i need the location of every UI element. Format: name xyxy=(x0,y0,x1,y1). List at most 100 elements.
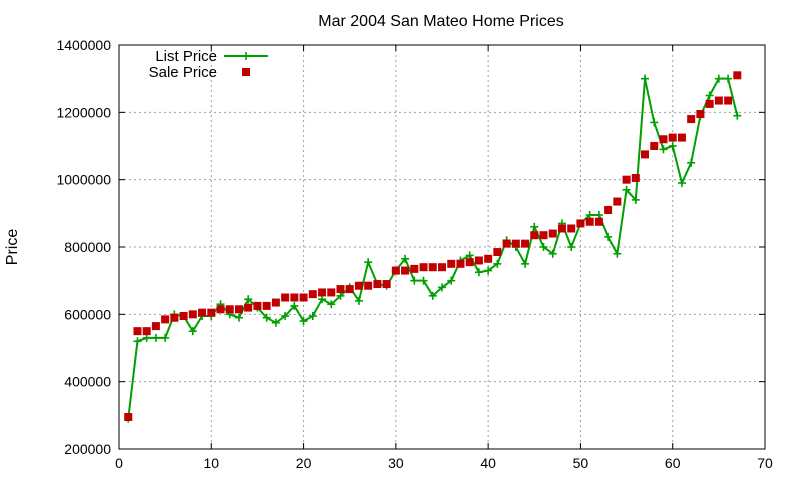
list-price-point xyxy=(594,211,603,220)
sale-price-point xyxy=(401,266,410,275)
y-tick-label: 600000 xyxy=(64,306,111,322)
grid-layer xyxy=(119,45,765,449)
list-price-point xyxy=(659,145,668,154)
list-price-point xyxy=(631,195,640,204)
sale-price-point xyxy=(382,280,391,289)
list-price-point xyxy=(419,276,428,285)
list-price-line xyxy=(127,77,739,419)
sale-price-point xyxy=(438,263,446,272)
sale-price-point xyxy=(474,256,483,265)
sale-price-point xyxy=(151,322,160,331)
sale-price-point xyxy=(622,175,631,184)
y-tick-label: 1200000 xyxy=(56,104,111,120)
list-price-point xyxy=(567,243,576,251)
x-tick-label: 30 xyxy=(388,455,404,471)
sale-price-point xyxy=(714,96,723,105)
sale-price-point xyxy=(318,288,327,297)
list-price-point xyxy=(133,337,142,346)
x-tick-label: 20 xyxy=(296,455,312,471)
sale-price-point xyxy=(447,259,456,268)
list-price-point xyxy=(401,254,410,263)
sale-price-point xyxy=(419,263,428,272)
list-price-point xyxy=(714,74,723,83)
sale-price-point xyxy=(724,96,733,105)
sale-price-point xyxy=(336,285,345,294)
sale-price-point xyxy=(327,288,336,297)
sale-price-point xyxy=(521,239,530,248)
list-price-point xyxy=(484,266,493,275)
x-tick-label: 40 xyxy=(480,455,496,471)
series-list-price xyxy=(124,74,742,423)
sale-price-point xyxy=(659,135,668,144)
list-price-point xyxy=(354,296,363,305)
sale-price-point xyxy=(696,110,705,119)
legend-label: List Price xyxy=(155,48,217,65)
list-price-point xyxy=(622,185,631,194)
sale-price-point xyxy=(585,217,594,226)
list-price-point xyxy=(161,333,170,342)
sale-price-point xyxy=(410,264,419,273)
list-price-point xyxy=(604,232,613,241)
list-price-point xyxy=(548,249,557,258)
list-price-point xyxy=(364,258,373,267)
sale-price-point xyxy=(142,327,151,336)
sale-price-point xyxy=(391,266,400,275)
list-price-point xyxy=(142,333,151,342)
sale-price-point xyxy=(493,248,502,257)
list-price-point xyxy=(271,318,280,327)
y-tick-label: 800000 xyxy=(64,239,111,255)
list-price-point xyxy=(650,118,659,127)
list-price-point xyxy=(447,276,456,285)
list-price-point xyxy=(327,300,336,309)
list-price-point xyxy=(733,111,742,120)
sale-price-point xyxy=(548,229,557,238)
x-tick-label: 0 xyxy=(115,455,123,471)
list-price-point xyxy=(585,211,594,220)
list-price-point xyxy=(308,312,317,321)
series-layer xyxy=(124,71,742,423)
list-price-point xyxy=(465,251,474,260)
sale-price-point xyxy=(299,293,308,302)
list-price-point xyxy=(244,295,253,304)
sale-price-point xyxy=(613,197,622,206)
list-price-point xyxy=(724,74,733,83)
list-price-point xyxy=(521,259,530,268)
x-tick-label: 50 xyxy=(573,455,589,471)
y-tick-label: 1400000 xyxy=(56,37,111,53)
x-tick-label: 60 xyxy=(665,455,681,471)
sale-price-point xyxy=(687,115,696,124)
y-tick-label: 400000 xyxy=(64,374,111,390)
sale-price-point xyxy=(668,133,677,142)
sale-price-point xyxy=(262,301,271,310)
list-price-point xyxy=(677,179,686,188)
sale-price-point xyxy=(456,259,465,268)
list-price-point xyxy=(687,158,696,167)
list-price-point xyxy=(151,333,160,342)
sale-price-point xyxy=(170,313,179,322)
list-price-point xyxy=(290,301,299,310)
sale-price-point xyxy=(179,312,188,321)
y-axis-label: Price xyxy=(4,229,21,266)
sale-price-point xyxy=(281,293,290,302)
sale-price-point xyxy=(511,239,520,248)
sale-price-point xyxy=(271,298,280,307)
sale-price-point xyxy=(567,224,576,233)
list-price-point xyxy=(705,91,714,100)
series-sale-price xyxy=(124,71,742,422)
sale-price-point xyxy=(188,310,197,319)
list-price-point xyxy=(336,291,345,300)
list-price-point xyxy=(668,142,677,150)
list-price-point xyxy=(262,313,271,322)
sale-price-point xyxy=(733,71,742,80)
list-price-point xyxy=(428,291,437,300)
sale-price-point xyxy=(198,308,207,317)
list-price-point xyxy=(318,295,327,304)
list-price-point xyxy=(530,222,539,231)
sale-price-point xyxy=(124,413,133,422)
sale-price-point xyxy=(557,224,566,233)
sale-price-point xyxy=(345,285,354,294)
list-price-point xyxy=(299,317,308,326)
list-price-point xyxy=(188,327,197,336)
sale-price-point xyxy=(253,301,262,310)
